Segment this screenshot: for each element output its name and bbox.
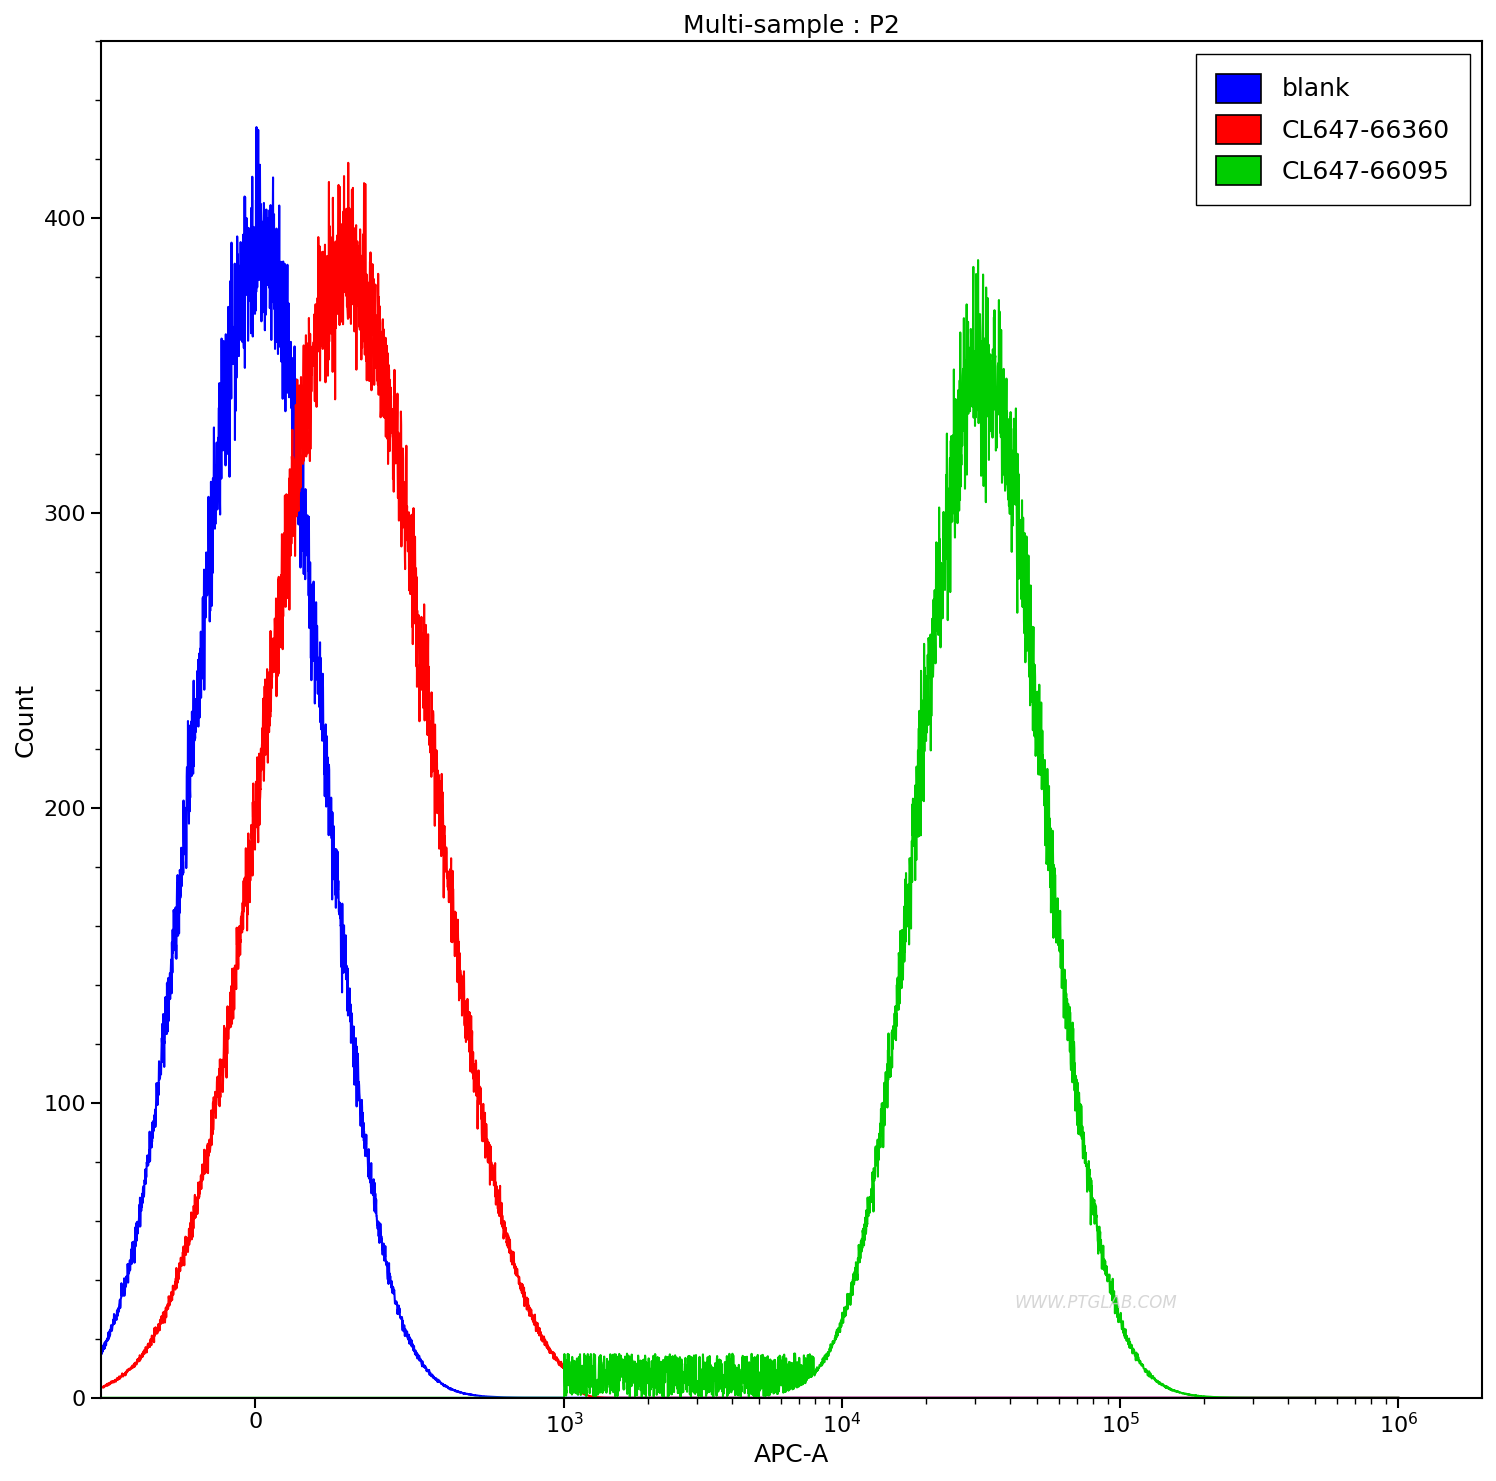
Title: Multi-sample : P2: Multi-sample : P2 (684, 13, 899, 39)
Text: WWW.PTGLAB.COM: WWW.PTGLAB.COM (1014, 1294, 1177, 1312)
Y-axis label: Count: Count (13, 683, 37, 757)
Legend: blank, CL647-66360, CL647-66095: blank, CL647-66360, CL647-66095 (1197, 53, 1469, 206)
X-axis label: APC-A: APC-A (754, 1442, 829, 1468)
